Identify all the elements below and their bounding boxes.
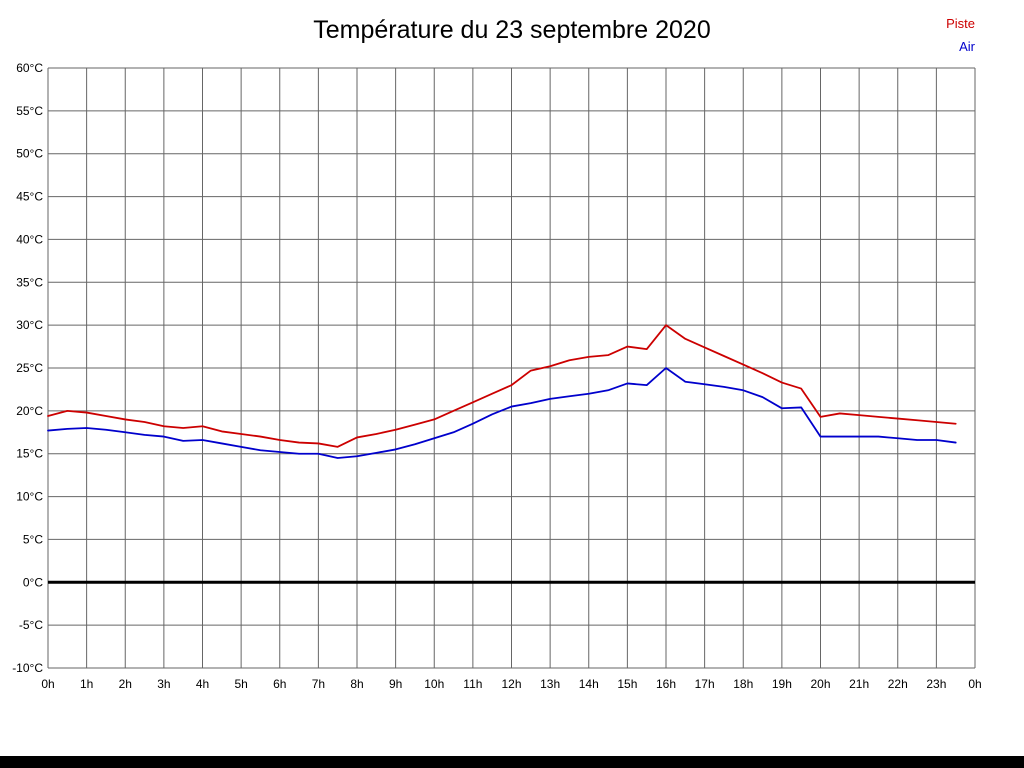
x-axis-label: 12h [501, 677, 521, 691]
x-axis-label: 18h [733, 677, 753, 691]
chart-legend: Piste Air [946, 12, 975, 58]
x-axis-label: 19h [772, 677, 792, 691]
x-axis-label: 0h [968, 677, 981, 691]
y-axis-label: 20°C [16, 404, 43, 418]
x-axis-label: 16h [656, 677, 676, 691]
y-axis-label: 10°C [16, 490, 43, 504]
x-axis-label: 11h [463, 677, 482, 691]
x-axis-label: 0h [41, 677, 54, 691]
legend-item-air: Air [959, 39, 975, 54]
x-axis-label: 15h [617, 677, 637, 691]
x-axis-label: 4h [196, 677, 209, 691]
temperature-line-chart: 0h 1h 2h 3h 4h 5h 6h 7h 8h 9h 10h 11h 12h 13h 14h 15h 16… [12, 61, 981, 691]
footer-bar [0, 756, 1024, 768]
x-axis-label: 22h [888, 677, 908, 691]
series-line-piste [47, 324, 957, 448]
x-axis-label: 14h [579, 677, 599, 691]
y-axis-label: 25°C [16, 361, 43, 375]
x-axis-label: 7h [312, 677, 325, 691]
x-axis-label: 2h [119, 677, 132, 691]
series-line-air [47, 367, 957, 459]
y-axis-label: 45°C [16, 190, 43, 204]
x-axis-label: 6h [273, 677, 286, 691]
chart-title: Température du 23 septembre 2020 [313, 16, 711, 44]
x-axis-label: 5h [234, 677, 247, 691]
x-axis-label: 10h [424, 677, 444, 691]
y-axis-label: -10°C [12, 661, 43, 675]
y-axis-label: 0°C [23, 575, 43, 589]
x-axis-label: 23h [926, 677, 946, 691]
x-axis-label: 3h [157, 677, 170, 691]
legend-item-piste: Piste [946, 16, 975, 31]
y-axis-label: 50°C [16, 147, 43, 161]
y-axis-label: 30°C [16, 318, 43, 332]
y-axis-label: 55°C [16, 104, 43, 118]
y-axis-label: 40°C [16, 232, 43, 246]
x-axis-label: 9h [389, 677, 402, 691]
x-axis-label: 1h [80, 677, 93, 691]
x-axis-label: 20h [810, 677, 830, 691]
y-axis-label: 60°C [16, 61, 43, 75]
y-axis-label: -5°C [19, 618, 43, 632]
y-axis-label: 15°C [16, 447, 43, 461]
x-axis-label: 17h [695, 677, 715, 691]
y-axis-label: 5°C [23, 532, 43, 546]
y-axis-label: 35°C [16, 275, 43, 289]
x-axis-label: 13h [540, 677, 560, 691]
x-axis-label: 8h [350, 677, 363, 691]
x-axis-label: 21h [849, 677, 869, 691]
